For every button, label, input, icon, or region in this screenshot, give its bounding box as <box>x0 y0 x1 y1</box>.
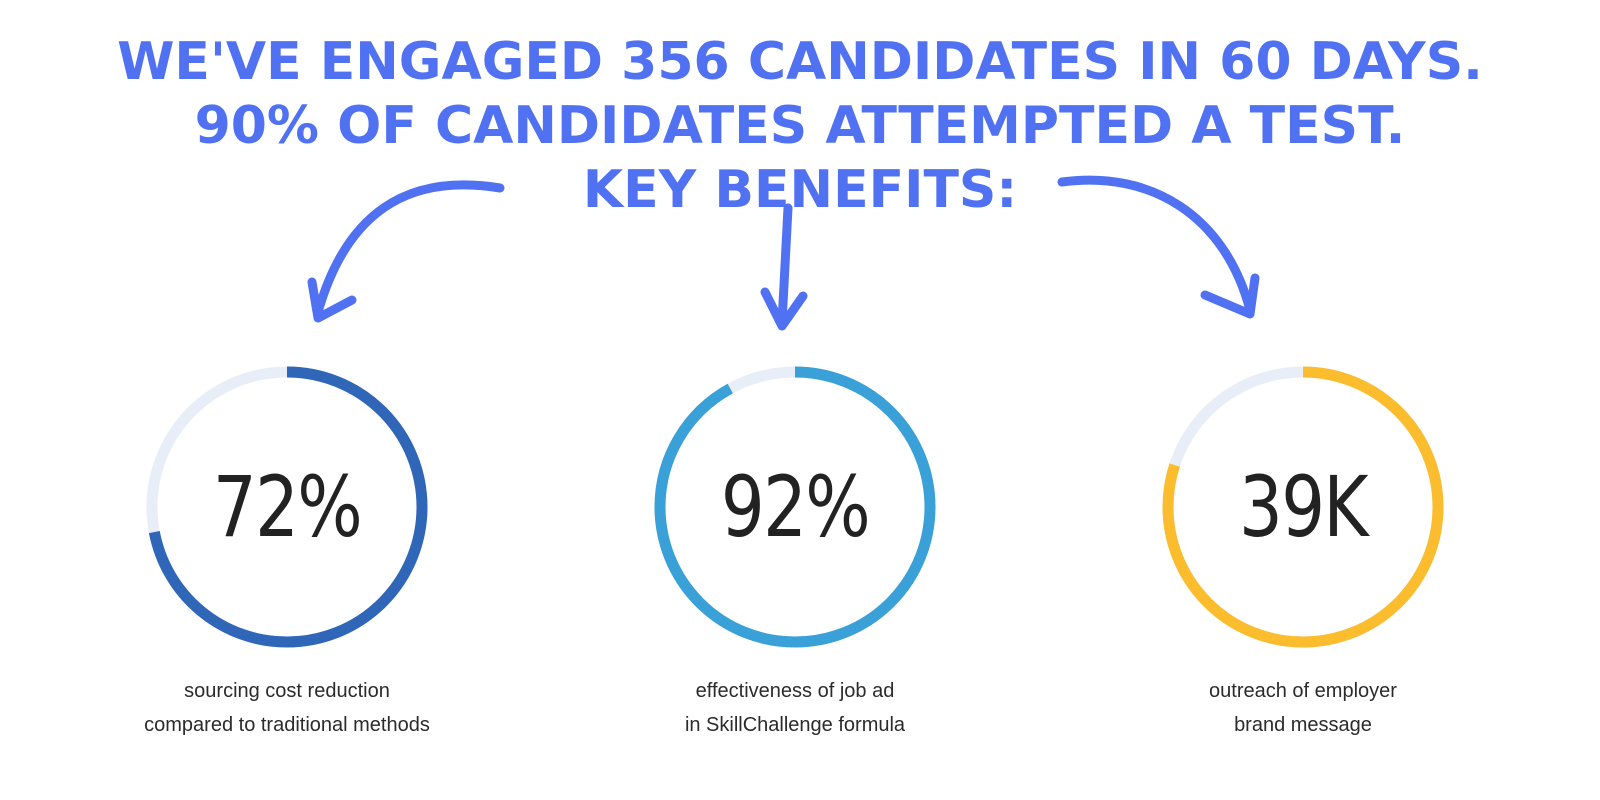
stat-employer-brand-outreach: 39K outreach of employer brand message <box>1138 362 1458 782</box>
progress-ring <box>146 366 428 648</box>
ring-fill <box>654 366 936 648</box>
ring-fill <box>146 366 428 648</box>
caption-line-1: outreach of employer <box>1209 680 1397 702</box>
stat-value: 92% <box>720 458 871 556</box>
stat-caption: effectiveness of job ad in SkillChalleng… <box>610 674 980 742</box>
headline-line-2: 90% OF CANDIDATES ATTEMPTED A TEST. <box>194 96 1406 156</box>
headline: WE'VE ENGAGED 356 CANDIDATES IN 60 DAYS.… <box>0 30 1600 222</box>
ring-fill <box>1162 366 1444 648</box>
headline-line-1: WE'VE ENGAGED 356 CANDIDATES IN 60 DAYS. <box>117 32 1483 92</box>
stat-caption: outreach of employer brand message <box>1118 674 1488 742</box>
stat-value: 39K <box>1239 458 1369 556</box>
caption-line-2: compared to traditional methods <box>144 714 430 736</box>
stat-value: 72% <box>212 458 363 556</box>
arrow-down-icon <box>760 203 808 331</box>
progress-ring <box>1162 366 1444 648</box>
caption-line-2: in SkillChallenge formula <box>684 714 906 736</box>
stat-job-ad-effectiveness: 92% effectiveness of job ad in SkillChal… <box>630 362 950 782</box>
headline-line-3: KEY BENEFITS: <box>582 160 1018 220</box>
caption-line-1: sourcing cost reduction <box>184 680 390 702</box>
progress-ring <box>654 366 936 648</box>
caption-line-2: brand message <box>1234 714 1372 736</box>
stat-sourcing-cost: 72% sourcing cost reduction compared to … <box>122 362 442 782</box>
stat-caption: sourcing cost reduction compared to trad… <box>102 674 472 742</box>
caption-line-1: effectiveness of job ad <box>695 680 895 702</box>
